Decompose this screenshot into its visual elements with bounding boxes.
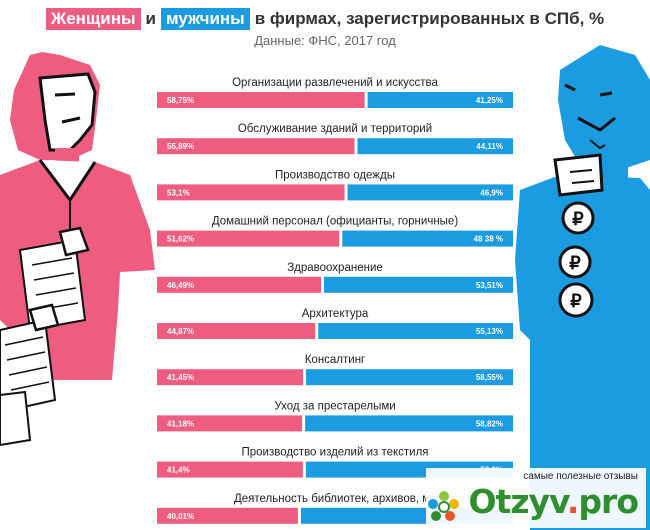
value-label-women: 58,75% bbox=[167, 96, 194, 105]
value-label-women: 55,89% bbox=[167, 142, 194, 151]
value-label-men: 53,51% bbox=[476, 281, 503, 290]
woman-figure-illustration bbox=[0, 52, 155, 447]
logo-main: Otzyv bbox=[468, 482, 568, 521]
bar-women bbox=[157, 138, 355, 155]
value-label-men: 41,25% bbox=[476, 96, 503, 105]
bar-women bbox=[157, 276, 322, 293]
bar-men bbox=[347, 184, 513, 201]
value-label-men: 58,55% bbox=[476, 373, 503, 382]
bar-women bbox=[157, 461, 303, 478]
man-figure-illustration: ₽ ₽ ₽ bbox=[515, 45, 650, 530]
svg-text:₽: ₽ bbox=[570, 291, 582, 311]
bar-men bbox=[306, 369, 513, 386]
logo-dot: . bbox=[566, 482, 580, 521]
svg-text:₽: ₽ bbox=[569, 253, 581, 273]
value-label-men: 55,13% bbox=[476, 327, 503, 336]
title-women-highlight: Женщины bbox=[45, 8, 141, 30]
bar-women bbox=[157, 230, 340, 247]
value-label-women: 41,4% bbox=[167, 466, 190, 475]
value-label-women: 44,87% bbox=[167, 327, 194, 336]
category-label: Здравоохранение bbox=[287, 262, 383, 274]
title-men-highlight: мужчины bbox=[160, 8, 250, 30]
value-label-men: 58,82% bbox=[476, 419, 503, 428]
bar-women bbox=[157, 323, 316, 339]
stacked-bar-group: Организации развлечений и искусства 58,75… bbox=[157, 77, 513, 524]
bar-men bbox=[305, 415, 513, 432]
category-label: Деятельность библиотек, архивов, му bbox=[234, 493, 436, 505]
category-label: Производство изделий из текстиля bbox=[241, 447, 428, 459]
chart-subtitle: Данные: ФНС, 2017 год bbox=[254, 33, 396, 48]
bar-men bbox=[318, 323, 513, 339]
category-label: Производство одежды bbox=[275, 169, 395, 181]
watermark-tagline: самые полезные отзывы bbox=[523, 471, 638, 482]
value-label-men: 48 38 % bbox=[474, 235, 503, 244]
value-label-men: 44,11% bbox=[476, 142, 503, 151]
value-label-women: 41,45% bbox=[167, 373, 194, 382]
category-label: Домашний персонал (официанты, горничные) bbox=[212, 216, 458, 228]
value-label-women: 53,1% bbox=[167, 188, 190, 197]
category-label: Уход за престарелыми bbox=[274, 400, 395, 412]
bar-women bbox=[157, 415, 303, 432]
logo-tld: pro bbox=[578, 482, 639, 521]
flower-logo-icon bbox=[428, 491, 459, 521]
bar-men bbox=[367, 92, 513, 108]
value-label-men: 46,9% bbox=[480, 188, 503, 197]
svg-text:₽: ₽ bbox=[572, 209, 584, 229]
title-rest: в фирмах, зарегистрированных в СПб, % bbox=[254, 9, 605, 28]
category-label: Обслуживание зданий и территорий bbox=[238, 123, 432, 135]
category-label: Консалтинг bbox=[305, 354, 366, 366]
bar-men bbox=[342, 230, 513, 247]
watermark-logo: Otzyv.pro bbox=[469, 482, 639, 521]
value-label-women: 41,18% bbox=[167, 419, 194, 428]
category-label: Архитектура bbox=[302, 308, 369, 320]
value-label-women: 51,62% bbox=[167, 235, 194, 244]
category-label: Организации развлечений и искусства bbox=[232, 77, 438, 89]
bar-women bbox=[157, 369, 304, 386]
bar-women bbox=[157, 507, 298, 524]
chart-title: Женщины и мужчины в фирмах, зарегистриро… bbox=[0, 8, 650, 30]
value-label-women: 40,01% bbox=[167, 512, 194, 521]
bar-women bbox=[157, 92, 365, 108]
otzyv-watermark: самые полезные отзывы Otzyv.pro bbox=[426, 468, 646, 528]
bar-men bbox=[357, 138, 513, 155]
bar-men bbox=[324, 276, 513, 293]
bar-women bbox=[157, 184, 345, 201]
value-label-women: 46,49% bbox=[167, 281, 194, 290]
title-and: и bbox=[145, 9, 156, 28]
